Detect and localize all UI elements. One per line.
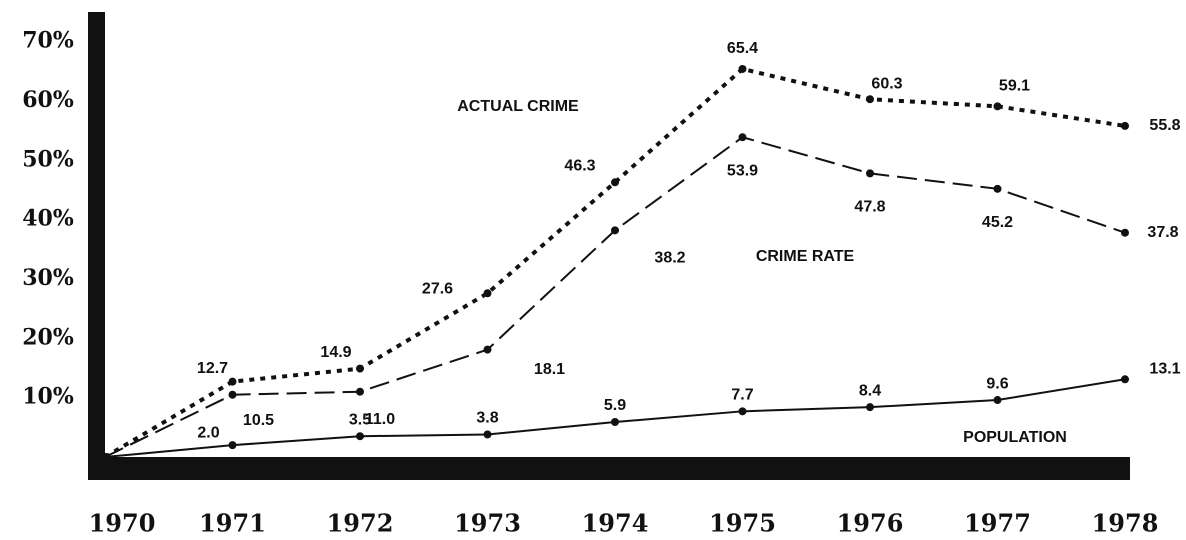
x-tick-label: 1975 (709, 509, 776, 538)
x-tick-label: 1974 (582, 509, 649, 538)
data-point (356, 387, 364, 396)
data-label: 10.5 (243, 412, 274, 429)
data-point (356, 364, 364, 373)
y-axis-bar (88, 12, 105, 480)
data-label: 45.2 (982, 214, 1013, 231)
data-label: 18.1 (534, 361, 565, 378)
data-label: 8.4 (859, 382, 881, 399)
data-label: 53.9 (727, 162, 758, 179)
data-label: 47.8 (854, 199, 885, 216)
data-point (738, 133, 747, 142)
data-label: 3.8 (476, 410, 498, 427)
data-label: 12.7 (197, 360, 228, 377)
x-tick-label: 1971 (199, 509, 266, 538)
data-point (611, 417, 619, 426)
data-point (228, 441, 237, 450)
data-point (1121, 228, 1129, 237)
data-label: 11.0 (365, 411, 395, 428)
data-point (228, 377, 237, 386)
data-point (1121, 121, 1129, 130)
y-tick-label: 30% (22, 265, 74, 291)
data-label: 37.8 (1147, 224, 1178, 241)
data-point (611, 178, 619, 187)
data-label: 2.0 (197, 424, 219, 441)
x-axis-bar (88, 457, 1130, 480)
data-point (866, 95, 874, 104)
data-point (1121, 375, 1129, 384)
data-label: 60.3 (871, 75, 902, 92)
y-tick-label: 70% (22, 28, 74, 54)
data-label: 3.5 (349, 411, 371, 428)
data-point (483, 289, 492, 298)
x-tick-label: 1970 (89, 509, 156, 538)
data-label: 13.1 (1149, 360, 1180, 377)
data-point (356, 432, 364, 441)
y-tick-label: 60% (22, 87, 74, 113)
data-point (228, 390, 237, 399)
data-label: 9.6 (986, 375, 1008, 392)
data-point (993, 396, 1002, 405)
data-point (738, 64, 747, 73)
data-label: 55.8 (1149, 117, 1180, 134)
data-point (738, 407, 747, 416)
data-label: 65.4 (727, 40, 758, 57)
data-label: 5.9 (604, 397, 626, 414)
data-point (101, 453, 109, 461)
y-tick-label: 50% (22, 146, 74, 172)
data-point (866, 169, 874, 178)
x-tick-label: 1977 (964, 509, 1031, 538)
data-label: 46.3 (564, 158, 595, 175)
x-tick-label: 1972 (327, 509, 394, 538)
data-point (611, 226, 619, 235)
y-tick-label: 40% (22, 206, 74, 232)
x-tick-label: 1973 (454, 509, 521, 538)
data-point (993, 184, 1002, 193)
data-label: 14.9 (320, 344, 351, 361)
x-tick-label: 1978 (1092, 509, 1159, 538)
series-name: ACTUAL CRIME (457, 98, 579, 115)
series-name: CRIME RATE (756, 248, 855, 265)
series-name: POPULATION (963, 429, 1067, 446)
y-tick-label: 20% (22, 324, 74, 350)
data-label: 27.6 (422, 280, 453, 297)
data-label: 59.1 (999, 78, 1030, 95)
data-label: 7.7 (731, 387, 753, 404)
data-point (993, 102, 1002, 111)
data-label: 38.2 (654, 250, 685, 267)
x-tick-label: 1976 (837, 509, 904, 538)
data-point (483, 430, 492, 439)
series-line (103, 66, 1126, 459)
y-tick-label: 10% (22, 384, 74, 410)
data-point (866, 403, 874, 412)
data-point (483, 345, 492, 354)
